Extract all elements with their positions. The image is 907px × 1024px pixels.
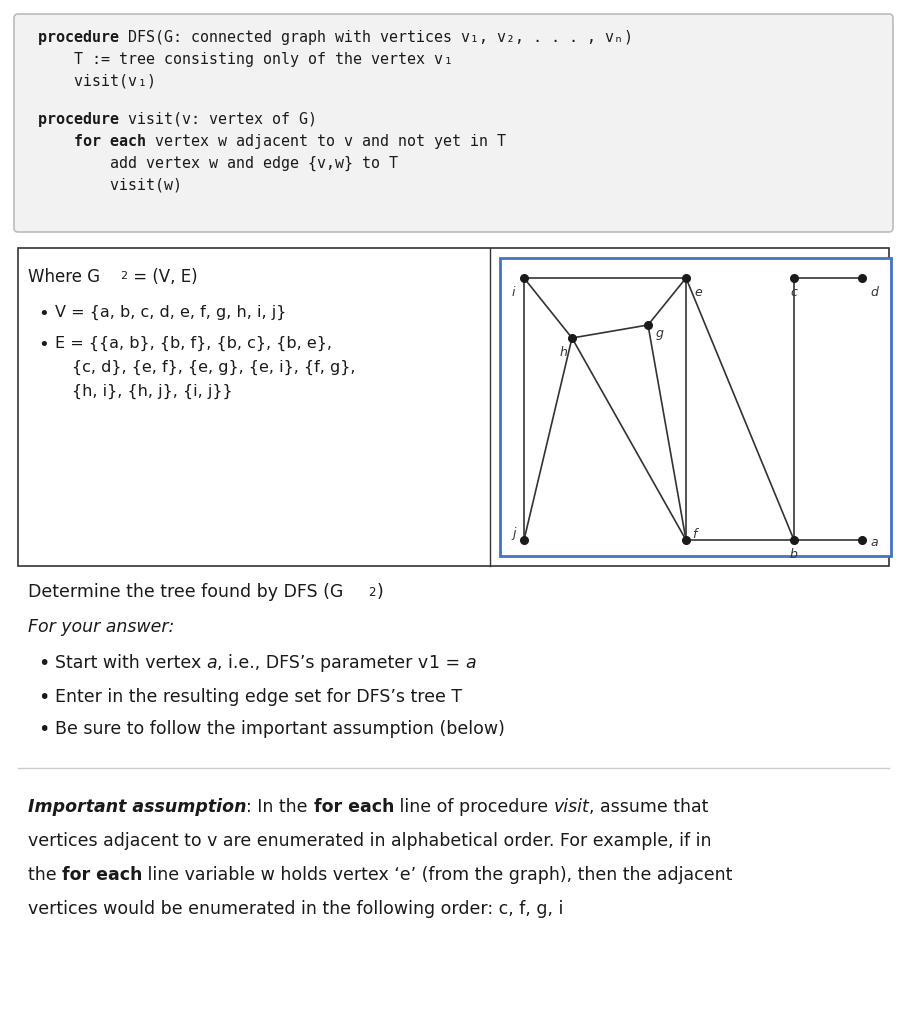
Text: ): ) [377,583,384,601]
Text: =: = [440,654,465,672]
Text: Important assumption: Important assumption [28,798,247,816]
Text: ): ) [146,74,155,89]
Text: vertex w adjacent to v and not yet in T: vertex w adjacent to v and not yet in T [146,134,506,150]
Bar [500,258,891,556]
Text: DFS(G: connected graph with vertices v: DFS(G: connected graph with vertices v [128,30,470,45]
Text: T := tree consisting only of the vertex v: T := tree consisting only of the vertex … [38,52,443,67]
Text: i: i [512,286,515,299]
Text: ₂: ₂ [506,30,515,45]
Text: Determine the tree found by DFS (G: Determine the tree found by DFS (G [28,583,344,601]
Text: : In the: : In the [247,798,314,816]
Text: for each: for each [314,798,394,816]
Text: = (V, E): = (V, E) [128,268,198,286]
Text: procedure: procedure [38,30,128,45]
Text: visit(v: visit(v [38,74,137,89]
Text: ₙ: ₙ [614,30,623,45]
Text: line variable w holds vertex ‘e’ (from the graph), then the adjacent: line variable w holds vertex ‘e’ (from t… [142,866,733,884]
Text: c: c [790,286,797,299]
Text: Start with vertex: Start with vertex [55,654,207,672]
Text: the: the [28,866,62,884]
Text: 1: 1 [428,654,440,672]
Text: 2: 2 [120,271,127,281]
Text: •: • [38,654,49,673]
Text: , . . . , v: , . . . , v [515,30,614,45]
Text: visit(v: vertex of G): visit(v: vertex of G) [128,112,317,127]
Text: visit(w): visit(w) [38,178,182,193]
Text: •: • [38,305,49,323]
Text: Be sure to follow the important assumption (below): Be sure to follow the important assumpti… [55,720,505,738]
Text: For your answer:: For your answer: [28,618,174,636]
Text: vertices would be enumerated in the following order: c, f, g, i: vertices would be enumerated in the foll… [28,900,563,918]
FancyBboxPatch shape [14,14,893,232]
Text: vertices adjacent to v are enumerated in alphabetical order. For example, if in: vertices adjacent to v are enumerated in… [28,831,711,850]
Text: V = {a, b, c, d, e, f, g, h, i, j}: V = {a, b, c, d, e, f, g, h, i, j} [55,305,287,321]
Bar [18,248,889,566]
Text: ₁: ₁ [470,30,479,45]
Text: f: f [692,527,697,541]
Text: for each: for each [62,866,142,884]
Text: e: e [694,286,702,299]
Text: add vertex w and edge {v,w} to T: add vertex w and edge {v,w} to T [38,156,398,171]
Text: •: • [38,688,49,707]
Text: d: d [870,286,878,299]
Text: 2: 2 [368,586,375,599]
Text: E = {{a, b}, {b, f}, {b, c}, {b, e},: E = {{a, b}, {b, f}, {b, c}, {b, e}, [55,336,332,351]
Text: ₁: ₁ [443,52,452,67]
Text: ): ) [623,30,632,45]
Text: procedure: procedure [38,112,128,127]
Text: {c, d}, {e, f}, {e, g}, {e, i}, {f, g},: {c, d}, {e, f}, {e, g}, {e, i}, {f, g}, [72,360,356,375]
Text: g: g [656,327,664,340]
Text: , assume that: , assume that [590,798,708,816]
Text: for each: for each [74,134,146,150]
Text: Where G: Where G [28,268,100,286]
Text: j: j [512,527,515,541]
Text: ₁: ₁ [137,74,146,89]
Text: a: a [465,654,476,672]
Text: line of procedure: line of procedure [394,798,553,816]
Text: a: a [207,654,218,672]
Text: visit: visit [553,798,590,816]
Text: •: • [38,720,49,739]
Text: , v: , v [479,30,506,45]
Text: b: b [790,548,798,560]
Text: Enter in the resulting edge set for DFS’s tree T: Enter in the resulting edge set for DFS’… [55,688,463,706]
Text: h: h [560,345,568,358]
Text: , i.e., DFS’s parameter v: , i.e., DFS’s parameter v [218,654,428,672]
Text: {h, i}, {h, j}, {i, j}}: {h, i}, {h, j}, {i, j}} [72,384,232,399]
Text: •: • [38,336,49,354]
Text: a: a [870,536,878,549]
